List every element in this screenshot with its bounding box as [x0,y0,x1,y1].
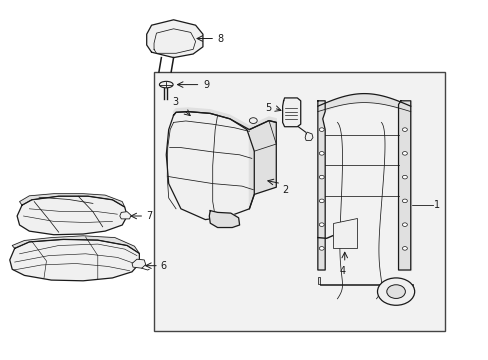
Text: 4: 4 [339,266,345,276]
Circle shape [386,285,405,298]
Polygon shape [20,194,124,207]
Circle shape [402,152,407,155]
Text: 5: 5 [264,103,271,113]
Text: 6: 6 [160,261,166,271]
Polygon shape [12,236,139,253]
Circle shape [319,223,324,226]
Circle shape [402,223,407,226]
Polygon shape [282,98,300,127]
Text: 3: 3 [172,97,178,107]
Circle shape [249,118,257,123]
Circle shape [319,152,324,155]
Circle shape [319,175,324,179]
Text: 1: 1 [433,200,440,210]
Circle shape [402,175,407,179]
Polygon shape [132,259,145,268]
Polygon shape [305,132,312,140]
Circle shape [319,128,324,131]
Text: 7: 7 [145,211,152,221]
Polygon shape [249,121,276,209]
Text: 9: 9 [203,80,209,90]
Text: 8: 8 [217,33,224,44]
Text: 2: 2 [282,185,288,195]
Polygon shape [398,101,410,270]
Polygon shape [317,101,325,270]
Circle shape [402,128,407,131]
Polygon shape [173,108,276,130]
Circle shape [319,199,324,203]
Polygon shape [146,20,203,58]
Circle shape [319,247,324,250]
Bar [154,72,444,331]
Circle shape [402,247,407,250]
Polygon shape [166,112,254,220]
Ellipse shape [159,81,173,88]
Circle shape [402,199,407,203]
Circle shape [377,278,414,305]
Polygon shape [17,196,127,235]
Polygon shape [10,239,139,281]
Polygon shape [332,218,356,248]
Polygon shape [120,212,131,219]
Polygon shape [209,211,239,228]
Polygon shape [317,277,412,295]
